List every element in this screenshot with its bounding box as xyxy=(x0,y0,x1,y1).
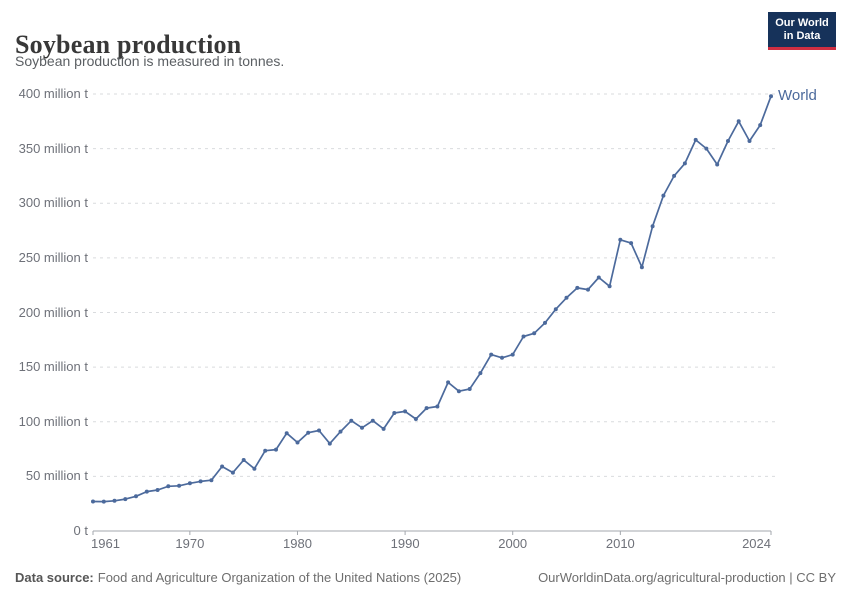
data-point[interactable] xyxy=(144,489,149,494)
y-tick-label: 100 million t xyxy=(18,413,88,429)
data-source-text: Food and Agriculture Organization of the… xyxy=(97,570,462,585)
data-point[interactable] xyxy=(134,494,138,499)
data-point[interactable] xyxy=(91,499,95,504)
data-point[interactable] xyxy=(413,417,418,421)
x-tick-label: 2010 xyxy=(605,536,635,551)
data-point[interactable] xyxy=(456,389,461,394)
data-point[interactable] xyxy=(747,139,752,143)
data-point[interactable] xyxy=(435,404,440,409)
data-point[interactable] xyxy=(284,431,289,436)
data-point[interactable] xyxy=(263,448,268,453)
y-tick-label: 250 million t xyxy=(18,249,88,265)
data-point[interactable] xyxy=(155,488,160,492)
y-tick-label: 150 million t xyxy=(18,359,88,375)
y-tick-label: 200 million t xyxy=(18,304,88,320)
owid-url-license-link[interactable]: OurWorldinData.org/agricultural-producti… xyxy=(538,570,836,585)
data-point[interactable] xyxy=(693,137,698,142)
data-point[interactable] xyxy=(317,428,321,433)
data-point[interactable] xyxy=(629,241,634,246)
data-point[interactable] xyxy=(446,380,451,385)
data-point[interactable] xyxy=(274,447,278,452)
data-point[interactable] xyxy=(306,430,311,435)
data-point[interactable] xyxy=(726,139,730,143)
data-point[interactable] xyxy=(403,409,408,414)
data-point[interactable] xyxy=(424,406,429,411)
data-point[interactable] xyxy=(682,161,687,166)
data-point[interactable] xyxy=(252,466,257,471)
x-tick-label: 1980 xyxy=(283,536,312,551)
data-point[interactable] xyxy=(543,320,547,325)
data-point[interactable] xyxy=(370,418,375,423)
data-point[interactable] xyxy=(618,237,623,242)
data-point[interactable] xyxy=(166,484,171,489)
data-point[interactable] xyxy=(672,173,677,178)
data-point[interactable] xyxy=(360,425,364,430)
data-point[interactable] xyxy=(650,224,655,229)
owid-logo-line2: in Data xyxy=(783,29,821,42)
data-point[interactable] xyxy=(478,371,483,376)
data-point[interactable] xyxy=(338,429,343,434)
data-point[interactable] xyxy=(123,497,128,502)
data-point[interactable] xyxy=(177,483,182,488)
data-point[interactable] xyxy=(758,123,763,128)
data-point[interactable] xyxy=(769,94,773,99)
data-point[interactable] xyxy=(241,458,246,462)
data-point[interactable] xyxy=(187,481,192,486)
y-tick-label: 350 million t xyxy=(18,140,88,156)
data-source-note: Data source: Food and Agriculture Organiz… xyxy=(15,570,461,585)
data-point[interactable] xyxy=(209,478,214,483)
data-point[interactable] xyxy=(101,499,106,504)
data-point[interactable] xyxy=(220,464,225,469)
y-tick-label: 50 million t xyxy=(25,468,88,484)
data-point[interactable] xyxy=(112,498,117,503)
world-series-line[interactable] xyxy=(92,95,772,503)
series-label-world[interactable]: World xyxy=(778,87,817,105)
data-point[interactable] xyxy=(586,287,590,292)
data-source-label: Data source: xyxy=(15,570,94,585)
x-tick-label: 2000 xyxy=(498,536,528,551)
data-point[interactable] xyxy=(467,387,472,391)
data-point[interactable] xyxy=(661,193,666,198)
data-point[interactable] xyxy=(489,352,494,357)
data-point[interactable] xyxy=(349,418,354,423)
data-point[interactable] xyxy=(510,352,515,357)
data-point[interactable] xyxy=(736,119,741,124)
data-point[interactable] xyxy=(295,440,300,445)
data-point[interactable] xyxy=(564,295,569,300)
data-point[interactable] xyxy=(607,284,612,289)
data-point[interactable] xyxy=(198,479,203,484)
data-point[interactable] xyxy=(532,331,537,336)
data-point[interactable] xyxy=(575,285,580,290)
data-point[interactable] xyxy=(230,470,235,475)
x-tick-label: 1961 xyxy=(91,536,120,551)
data-point[interactable] xyxy=(715,162,720,167)
x-tick-label: 1990 xyxy=(390,536,420,551)
data-point[interactable] xyxy=(381,426,386,431)
y-tick-label: 400 million t xyxy=(18,86,88,101)
data-point[interactable] xyxy=(596,275,601,280)
y-tick-label: 0 t xyxy=(73,523,88,538)
data-point[interactable] xyxy=(639,265,644,270)
x-tick-label: 1970 xyxy=(175,536,205,551)
owid-logo[interactable]: Our World in Data xyxy=(768,12,836,50)
chart-subtitle: Soybean production is measured in tonnes… xyxy=(15,53,285,69)
data-point[interactable] xyxy=(392,411,397,415)
data-point[interactable] xyxy=(704,146,709,151)
data-point[interactable] xyxy=(500,355,504,360)
data-point[interactable] xyxy=(327,441,332,446)
owid-logo-line1: Our World xyxy=(775,16,829,29)
data-point[interactable] xyxy=(553,307,558,312)
x-tick-label: 2024 xyxy=(742,536,771,551)
y-tick-label: 300 million t xyxy=(18,195,88,211)
page-title: Soybean production xyxy=(15,30,242,60)
data-point[interactable] xyxy=(521,334,526,339)
